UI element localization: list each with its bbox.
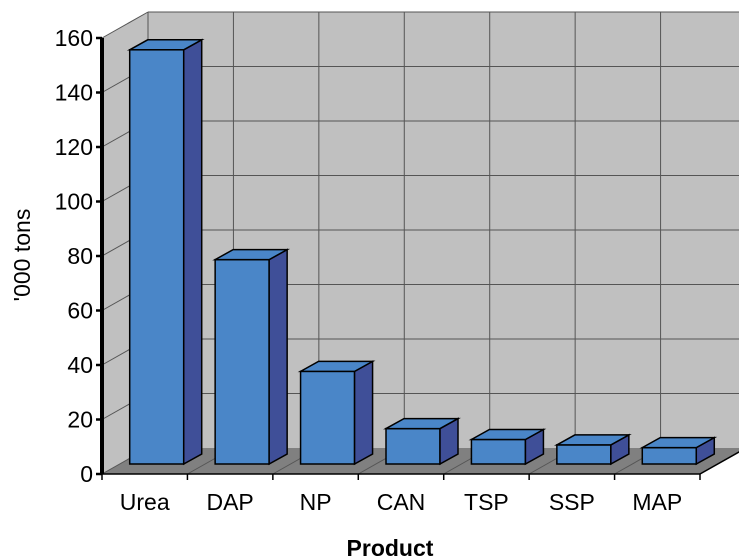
bar [212,248,291,466]
y-tick-label: 80 [67,243,93,269]
bar [126,38,205,466]
y-tick-label: 120 [55,134,93,160]
x-axis-title: Product [347,535,434,560]
y-tick-label: 0 [80,461,93,487]
bar-front [385,427,441,465]
bar-front [214,258,270,465]
bar [639,436,718,466]
bar-front [299,370,356,465]
y-tick-label: 60 [67,298,93,324]
bar [383,417,461,466]
gridline-side [101,11,149,39]
x-category-label: SSP [549,489,595,515]
bar-top [553,434,632,446]
bar-top [383,417,461,430]
y-tick-label: 20 [67,407,93,433]
bar [553,433,632,466]
bar-top [212,248,291,261]
bar-top [126,39,205,51]
bar-front [128,49,185,465]
bar-side [268,248,288,466]
y-tick-label: 140 [55,80,93,106]
bar-top [639,436,718,449]
bar-side [353,360,374,466]
x-category-label: CAN [377,489,426,515]
chart-axes [96,36,739,480]
x-category-label: Urea [120,489,170,515]
x-category-labels: Urea DAP NP CAN TSP SSP MAP [120,489,682,515]
bar-top [468,428,547,441]
chart-bars [126,38,718,466]
x-category-label: MAP [632,489,682,515]
bar-front [470,438,527,465]
bar-side [182,38,203,466]
y-tick-label: 40 [67,352,93,378]
y-tick-label: 100 [55,189,93,215]
bar-front [641,446,698,465]
y-axis-title: '000 tons [9,209,35,302]
bar-top [297,360,376,373]
x-category-label: TSP [464,489,509,515]
floor-right-edge [699,451,739,475]
x-category-label: DAP [206,489,253,515]
y-tick-labels: 0 20 40 60 80 100 120 140 160 [55,25,93,487]
bar-front [556,444,612,465]
bar [297,360,376,466]
x-category-label: NP [300,489,332,515]
y-tick-label: 160 [55,25,93,51]
bar [468,428,547,466]
